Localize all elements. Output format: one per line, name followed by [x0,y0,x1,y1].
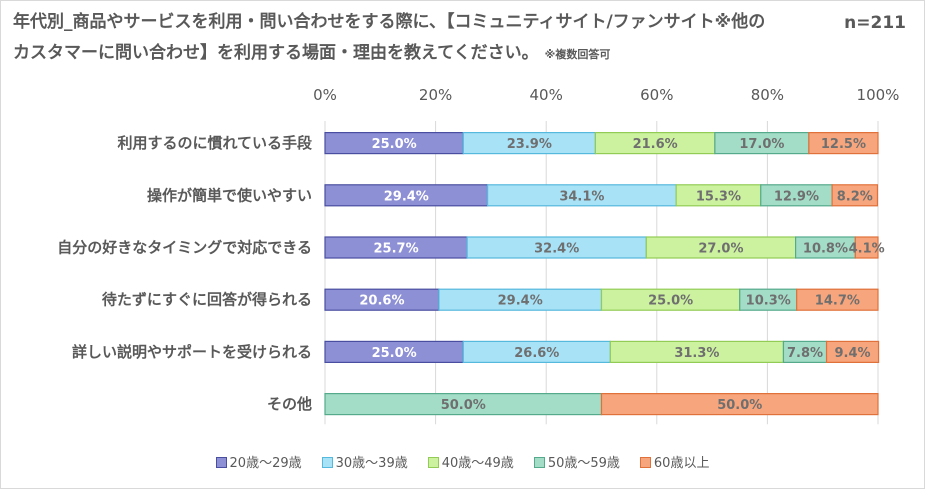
category-label: 待たずにすぐに回答が得られる [102,291,312,309]
chart-legend: 20歳～29歳 30歳～39歳 40歳～49歳 50歳～59歳 60歳以上 [0,452,925,471]
data-label: 27.0% [698,242,743,257]
data-label: 50.0% [717,398,762,413]
category-label: 操作が簡単で使いやすい [147,186,312,204]
legend-item: 60歳以上 [639,452,710,471]
legend-label: 30歳～39歳 [335,456,408,471]
category-label: 利用するのに慣れている手段 [117,134,312,152]
legend-label: 40歳～49歳 [441,456,514,471]
data-label: 31.3% [674,346,719,361]
data-label: 34.1% [559,189,604,204]
data-label: 25.0% [372,346,417,361]
x-tick-label: 80% [751,86,784,104]
data-label: 29.4% [498,294,543,309]
legend-item: 20歳～29歳 [215,452,302,471]
bar-segment [854,236,879,259]
data-label: 25.7% [374,242,419,257]
data-label: 50.0% [441,398,486,413]
data-label: 29.4% [384,189,429,204]
chart-title: 年代別_商品やサービスを利用・問い合わせをする際に、【コミュニティサイト/ファン… [13,7,773,70]
x-tick-label: 60% [640,86,673,104]
data-label: 8.2% [837,189,873,204]
data-label: 20.6% [359,294,404,309]
legend-swatch [639,457,651,468]
legend-swatch [533,457,545,468]
data-label: 9.4% [835,346,871,361]
title-text: 年代別_商品やサービスを利用・問い合わせをする際に、【コミュニティサイト/ファン… [13,12,766,63]
legend-item: 40歳～49歳 [427,452,514,471]
legend-label: 60歳以上 [653,456,710,471]
data-label: 26.6% [514,346,559,361]
legend-swatch [427,457,439,468]
data-label: 10.8% [803,242,848,257]
data-label: 25.0% [648,294,693,309]
data-label: 21.6% [633,137,678,152]
data-label: 14.7% [815,294,860,309]
bar-segment [600,393,879,416]
data-label: 12.9% [774,189,819,204]
data-label: 17.0% [739,137,784,152]
sample-size-label: n=211 [844,13,906,33]
x-tick-label: 0% [313,86,337,104]
category-label: その他 [267,395,312,413]
legend-swatch [321,457,333,468]
data-label: 32.4% [534,242,579,257]
data-label: 12.5% [821,137,866,152]
data-label: 7.8% [787,346,823,361]
bar-segment [796,288,879,311]
category-label: 自分の好きなタイミングで対応できる [57,239,312,257]
data-label: 4.1% [849,242,885,257]
bar-segment [808,132,879,155]
legend-item: 30歳～39歳 [321,452,408,471]
legend-item: 50歳～59歳 [533,452,620,471]
x-tick-label: 100% [857,86,900,104]
bar-segment [831,184,879,207]
data-label: 15.3% [696,189,741,204]
data-label: 10.3% [746,294,791,309]
legend-label: 20歳～29歳 [229,456,302,471]
data-label: 25.0% [372,137,417,152]
x-tick-label: 20% [419,86,452,104]
category-label: 詳しい説明やサポートを受けられる [72,343,312,361]
title-note: ※複数回答可 [544,48,611,61]
data-label: 23.9% [507,137,552,152]
bar-segment [825,340,880,363]
x-tick-label: 40% [530,86,563,104]
legend-swatch [215,457,227,468]
legend-label: 50歳～59歳 [547,456,620,471]
